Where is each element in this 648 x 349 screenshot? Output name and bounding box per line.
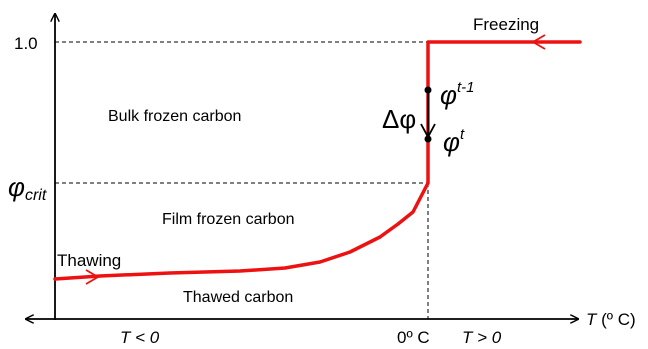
y-tick-one: 1.0 [14, 34, 38, 53]
phi-prev-point [424, 86, 432, 94]
phi-prev-superscript: t-1 [457, 79, 475, 96]
label-bulk-frozen: Bulk frozen carbon [108, 108, 241, 125]
x-label-zero: 0º C [397, 328, 430, 347]
freezing-arrow-icon [531, 34, 546, 50]
delta-phi-label: Δφ [382, 104, 416, 134]
label-film-frozen: Film frozen carbon [162, 211, 295, 228]
frozen-fraction-curve [53, 40, 582, 281]
label-freezing: Freezing [473, 15, 539, 34]
phi-cur-label: φt [443, 126, 465, 157]
thawing-arrow-icon [85, 269, 100, 285]
x-axis-variable: T [586, 310, 598, 329]
phi-prev-symbol: φ [440, 80, 457, 110]
x-label-positive: T > 0 [462, 328, 502, 347]
x-axis-title: T (º C) [586, 310, 636, 329]
phi-crit-subscript: crit [25, 187, 47, 204]
phi-crit-symbol: φ [8, 172, 25, 202]
x-axis-unit: (º C) [596, 310, 635, 329]
label-thawed: Thawed carbon [183, 289, 293, 306]
phi-cur-symbol: φ [443, 127, 460, 157]
phi-cur-point [424, 135, 432, 143]
phi-cur-superscript: t [460, 126, 465, 143]
label-thawing: Thawing [57, 251, 121, 270]
x-label-negative: T < 0 [120, 328, 160, 347]
phi-crit-label: φcrit [8, 172, 47, 204]
phi-prev-label: φt-1 [440, 79, 474, 110]
